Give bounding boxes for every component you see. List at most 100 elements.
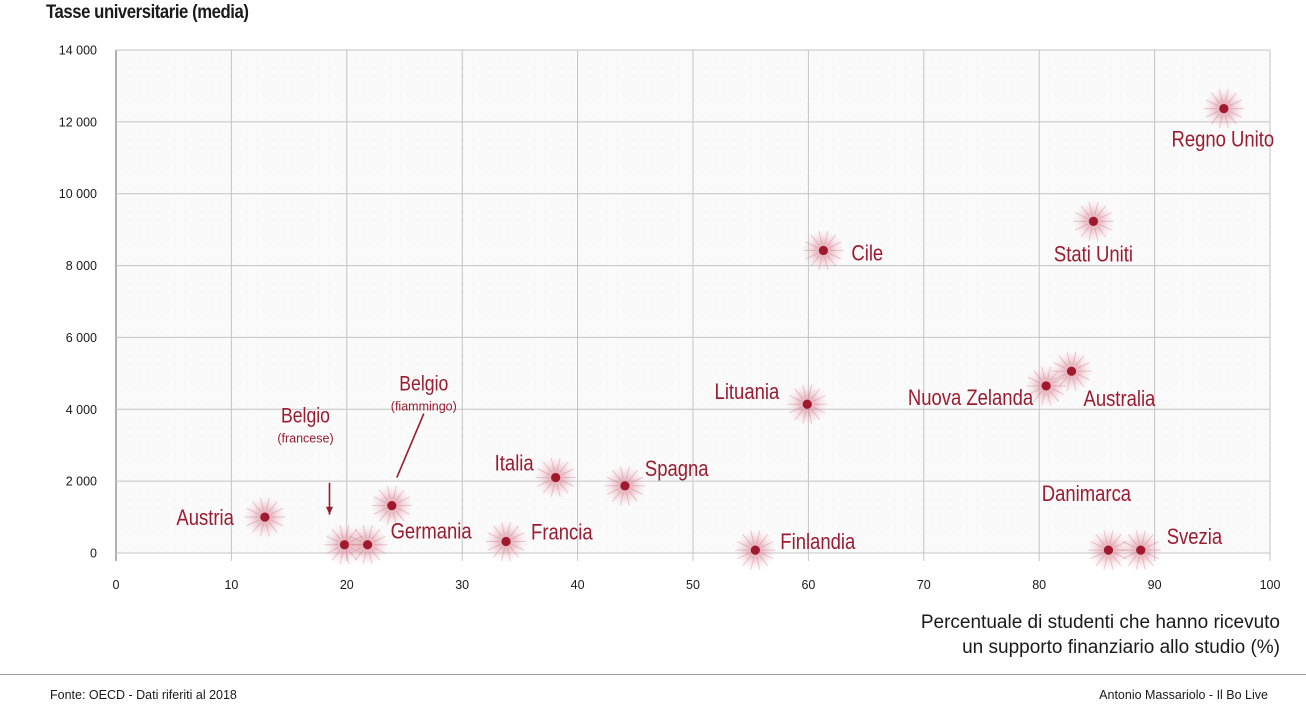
point-ray xyxy=(1099,223,1112,231)
point-ray xyxy=(1033,369,1043,381)
point-ray xyxy=(1229,111,1243,118)
point-ray xyxy=(1224,115,1229,129)
point-dot xyxy=(818,245,829,256)
point-ray xyxy=(1058,355,1068,367)
data-point xyxy=(1119,529,1162,572)
point-ray xyxy=(331,528,341,540)
point-ray xyxy=(386,512,391,526)
point-ray xyxy=(1088,228,1093,241)
point-ray xyxy=(1027,388,1041,396)
x-axis-title-line-2: un supporto finanziario allo studio (%) xyxy=(962,637,1280,658)
point-ray xyxy=(612,469,621,481)
point-ray xyxy=(501,548,505,562)
data-point xyxy=(603,464,646,507)
point-ray xyxy=(487,544,500,551)
point-ray xyxy=(737,540,750,548)
point-ray xyxy=(345,525,350,539)
point-ray xyxy=(339,525,344,539)
point-ray xyxy=(268,522,278,534)
point-ray xyxy=(1094,201,1099,215)
point-ray xyxy=(537,480,550,487)
point-ray xyxy=(339,551,344,565)
x-tick-label: 50 xyxy=(686,578,700,592)
point-ray xyxy=(550,457,555,471)
point-ray xyxy=(789,395,802,402)
point-label: Spagna xyxy=(645,457,709,481)
point-ray xyxy=(397,496,411,503)
point-ray xyxy=(378,510,388,522)
point-dot xyxy=(501,536,511,547)
x-gridlines xyxy=(115,50,1271,561)
point-ray xyxy=(559,482,569,494)
point-ray xyxy=(1077,373,1090,381)
point-dot xyxy=(1088,216,1099,226)
point-ray xyxy=(1041,366,1046,380)
point-ray xyxy=(1066,351,1071,365)
point-ray xyxy=(612,490,621,502)
point-ray xyxy=(345,551,350,565)
point-ray xyxy=(1109,556,1114,570)
point-ray xyxy=(737,552,750,560)
point-ray xyxy=(268,501,278,512)
point-ray xyxy=(1080,226,1090,238)
point-ray xyxy=(1066,377,1071,391)
point-ray xyxy=(252,501,261,512)
point-label-note: (fiammingo) xyxy=(391,400,457,414)
point-ray xyxy=(761,540,774,548)
point-label: Stati Uniti xyxy=(1054,243,1133,267)
x-tick-label: 100 xyxy=(1260,578,1281,592)
point-ray xyxy=(1075,355,1085,367)
point-dot xyxy=(620,481,630,491)
point-ray xyxy=(1033,391,1043,402)
point-ray xyxy=(349,535,362,543)
x-tick-label: 60 xyxy=(801,578,815,592)
point-ray xyxy=(1075,223,1088,231)
point-dot xyxy=(551,472,561,483)
point-ray xyxy=(827,234,837,246)
point-dot xyxy=(362,540,373,550)
point-ray xyxy=(1127,555,1137,567)
data-point xyxy=(1050,350,1093,393)
point-ray xyxy=(1227,113,1237,125)
y-tick-label: 8 000 xyxy=(66,259,97,273)
point-ray xyxy=(1077,362,1090,369)
point-ray xyxy=(270,507,284,515)
point-ray xyxy=(1144,555,1154,567)
point-ray xyxy=(259,497,264,511)
point-ray xyxy=(397,508,411,515)
point-ray xyxy=(537,468,550,475)
point-label: Danimarca xyxy=(1042,483,1132,507)
y-tick-labels: 0 2 000 4 000 6 000 8 000 10 000 12 000 14 000 xyxy=(59,44,97,561)
point-ray xyxy=(493,525,503,537)
point-ray xyxy=(1099,212,1112,219)
point-ray xyxy=(1097,205,1107,217)
annotation-arrow-line xyxy=(396,413,425,478)
point-label-note: (francese) xyxy=(277,432,333,446)
point-ray xyxy=(1052,388,1065,396)
y-axis-title: Tasse universitarie (media) xyxy=(46,2,249,23)
point-label: Italia xyxy=(495,452,535,476)
point-dot xyxy=(387,500,397,511)
point-ray xyxy=(326,535,339,543)
x-axis-title: Percentuale di studenti che hanno ricevu… xyxy=(921,610,1280,660)
point-label: Svezia xyxy=(1167,526,1223,550)
point-ray xyxy=(810,255,820,267)
point-ray xyxy=(507,548,511,562)
point-ray xyxy=(759,555,769,567)
x-tick-label: 40 xyxy=(571,578,585,592)
point-ray xyxy=(1210,113,1220,125)
point-ray xyxy=(246,519,259,527)
data-point xyxy=(370,484,413,527)
point-ray xyxy=(378,489,388,501)
point-ray xyxy=(1146,552,1159,560)
point-ray xyxy=(252,522,261,534)
point-label: Francia xyxy=(531,521,593,545)
point-ray xyxy=(606,476,619,484)
point-ray xyxy=(631,488,644,495)
point-dot xyxy=(1103,545,1114,555)
point-ray xyxy=(1097,226,1107,238)
point-ray xyxy=(373,496,386,503)
point-ray xyxy=(813,395,826,402)
point-ray xyxy=(1122,540,1135,548)
point-ray xyxy=(1229,99,1243,106)
